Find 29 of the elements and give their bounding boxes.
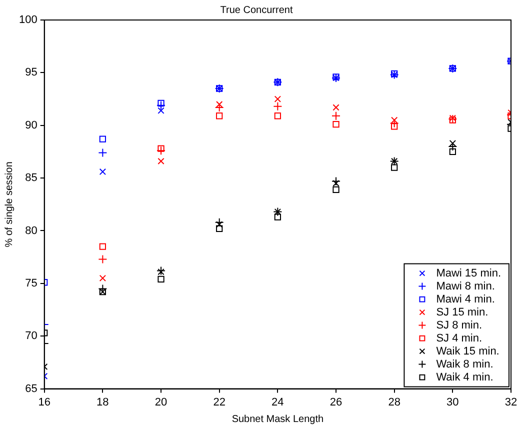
x-tick-label: 18 [96,396,109,408]
y-axis-title: % of single session [4,162,15,248]
x-tick-label: 30 [446,396,459,408]
legend-label: SJ 15 min. [436,306,488,318]
y-tick-label: 95 [25,66,38,79]
x-tick-label: 22 [213,396,226,408]
x-axis-title: Subnet Mask Length [232,414,324,425]
legend-label: SJ 8 min. [436,319,482,332]
y-tick-label: 70 [25,330,38,342]
y-tick-label: 65 [25,382,38,395]
x-tick-label: 32 [504,396,518,408]
x-tick-label: 28 [388,396,400,408]
y-tick-label: 85 [25,172,38,184]
y-tick-label: 80 [25,224,38,237]
legend-label: Mawi 15 min. [436,267,501,280]
legend-label: Mawi 4 min. [436,293,495,306]
legend-label: Waik 4 min. [436,371,494,384]
y-tick-label: 100 [18,14,38,26]
chart-title: True Concurrent [220,4,293,16]
y-tick-label: 75 [25,277,38,290]
legend-label: Waik 15 min. [436,345,500,358]
x-tick-label: 16 [38,396,50,408]
legend-label: Waik 8 min. [436,358,494,370]
legend-label: Mawi 8 min. [436,280,495,292]
x-tick-label: 24 [272,396,284,408]
x-tick-label: 26 [330,396,342,408]
y-tick-label: 90 [25,119,38,132]
x-tick-label: 20 [154,396,168,408]
legend-label: SJ 4 min. [436,332,482,344]
